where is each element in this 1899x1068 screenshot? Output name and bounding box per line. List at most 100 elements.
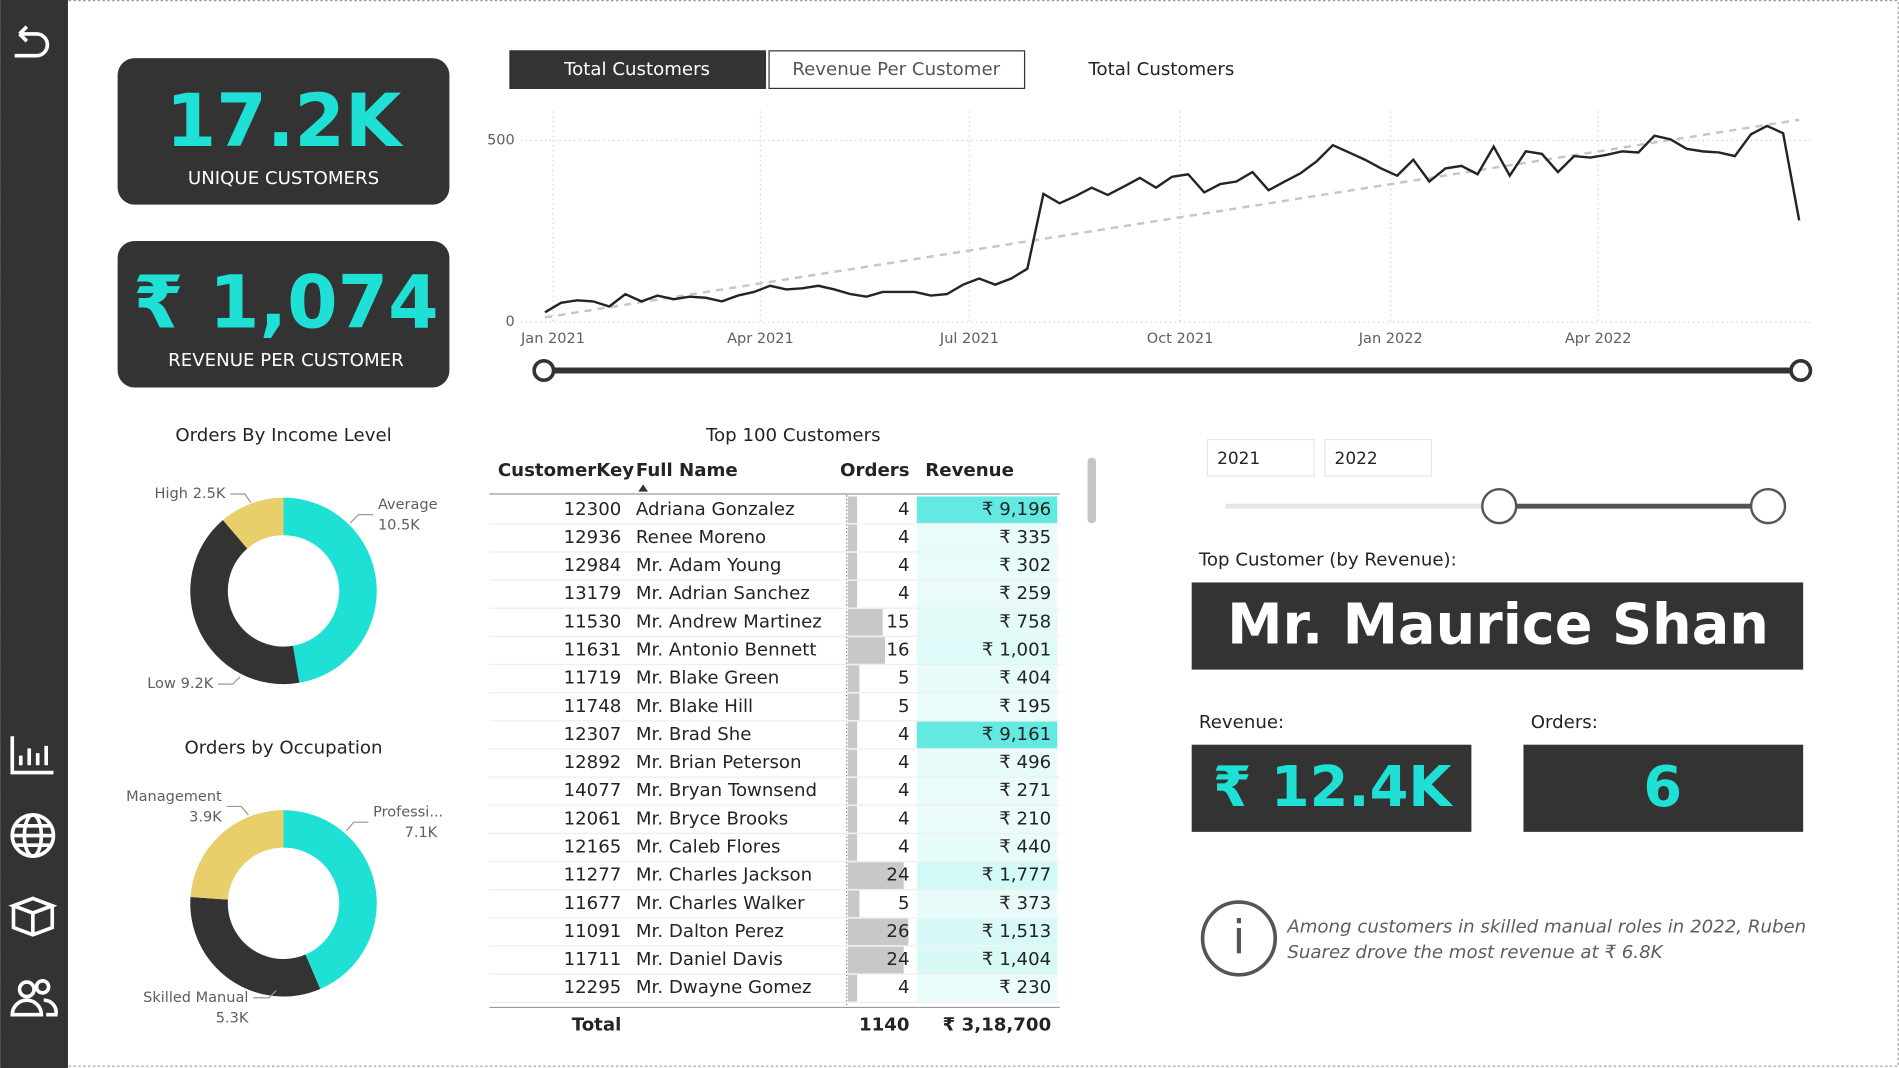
- slice-value: 2.5K: [193, 486, 226, 502]
- nav-bar: [0, 0, 68, 1068]
- cell: ₹ 259: [999, 583, 1051, 604]
- card: [1523, 744, 1804, 832]
- chart-title: Orders by Occupation: [184, 737, 382, 758]
- insight-text: Suarez drove the most revenue at ₹ 6.8K: [1287, 942, 1664, 963]
- cell: 5: [898, 893, 910, 914]
- orders-bar: [847, 609, 883, 636]
- info-icon: [1200, 900, 1278, 977]
- cell: 15: [886, 611, 909, 632]
- slice-value: 7.1K: [405, 825, 438, 841]
- revenue-cell-bg: [916, 918, 1058, 946]
- x-tick-label: Apr 2022: [1565, 331, 1632, 347]
- slice-name: Management: [126, 789, 222, 805]
- cell: 11677: [564, 893, 622, 914]
- nav-customers[interactable]: [10, 979, 58, 1017]
- column-header: Orders: [840, 460, 909, 481]
- cell: 4: [898, 836, 910, 857]
- donut-slice: [190, 810, 284, 900]
- revenue-cell-bg: [916, 552, 1058, 580]
- nav-icons: [8, 25, 58, 1017]
- slicer-box[interactable]: [1324, 438, 1433, 477]
- cell: 12307: [564, 724, 622, 745]
- orders-value: 6: [1643, 755, 1682, 820]
- cell: 4: [898, 527, 910, 548]
- button-label[interactable]: Total Customers: [563, 59, 710, 80]
- orders-bar: [847, 693, 860, 721]
- cell: 24: [886, 865, 909, 886]
- slicer-start[interactable]: 2021: [1217, 448, 1260, 468]
- cell: ₹ 302: [999, 555, 1051, 576]
- total-revenue: ₹ 3,18,700: [943, 1015, 1052, 1036]
- cell: Mr. Brad She: [636, 724, 752, 745]
- slider-handle[interactable]: [532, 359, 556, 383]
- cell: 12300: [564, 499, 622, 520]
- slice-label: High 2.5K: [155, 486, 226, 502]
- cell: 11091: [564, 921, 622, 942]
- line-series: [544, 124, 1801, 314]
- revenue-cell-bg: [916, 890, 1058, 918]
- slice-value: 3.9K: [189, 809, 222, 825]
- top-customer-name: Mr. Maurice Shan: [1227, 593, 1769, 658]
- revenue-cell-bg: [916, 496, 1058, 524]
- cell: 12061: [564, 808, 622, 829]
- cell: ₹ 1,404: [982, 949, 1051, 970]
- table-title: Top 100 Customers: [705, 425, 881, 446]
- orders-bar: [847, 890, 860, 918]
- column-header: Full Name: [636, 460, 738, 481]
- nav-products[interactable]: [8, 896, 58, 937]
- cell: 16: [886, 639, 909, 660]
- orders-bar: [847, 637, 886, 664]
- kpi-label: REVENUE PER CUSTOMER: [168, 350, 404, 371]
- cell: ₹ 335: [999, 527, 1051, 548]
- slicer-end[interactable]: 2022: [1335, 448, 1378, 468]
- kpi-card: [117, 58, 450, 205]
- cell: 12295: [564, 977, 622, 998]
- revenue-cell-bg: [916, 834, 1058, 861]
- revenue-cell-bg: [916, 665, 1058, 692]
- nav-report[interactable]: [10, 736, 54, 775]
- orders-bar: [847, 974, 858, 1002]
- orders-bar: [847, 777, 858, 805]
- slicer-handle[interactable]: [1481, 487, 1518, 525]
- orders-bar: [847, 552, 858, 580]
- orders-bar: [847, 834, 858, 861]
- cell: 11277: [564, 865, 622, 886]
- y-tick-label: 0: [506, 314, 515, 330]
- slider-handle[interactable]: [1789, 359, 1813, 383]
- sort-indicator[interactable]: [638, 484, 648, 492]
- cell: ₹ 210: [999, 808, 1051, 829]
- orders-bar: [847, 806, 858, 833]
- cell: 4: [898, 583, 910, 604]
- x-tick-label: Jul 2021: [939, 331, 999, 347]
- revenue-cell-bg: [916, 693, 1058, 721]
- cell: 11748: [564, 696, 622, 717]
- scrollbar[interactable]: [1087, 457, 1097, 524]
- orders-bar: [847, 496, 858, 524]
- button-label[interactable]: Revenue Per Customer: [792, 59, 1000, 80]
- orders-bar: [847, 665, 860, 692]
- slice-value: 5.3K: [216, 1010, 249, 1026]
- orders-bar: [847, 524, 858, 552]
- cell: 4: [898, 752, 910, 773]
- cell: Mr. Charles Jackson: [636, 865, 812, 886]
- card-heading: Orders:: [1531, 712, 1598, 733]
- cell: ₹ 373: [999, 893, 1051, 914]
- kpi-value: ₹ 1,074: [133, 262, 439, 346]
- revenue-cell-bg: [916, 721, 1058, 749]
- cell: Mr. Daniel Davis: [636, 949, 783, 970]
- back-button[interactable]: [14, 25, 50, 58]
- slicer-handle[interactable]: [1749, 487, 1787, 525]
- cell: Adriana Gonzalez: [636, 499, 795, 520]
- cell: 26: [886, 921, 909, 942]
- nav-globe[interactable]: [10, 813, 56, 858]
- cell: Mr. Caleb Flores: [636, 836, 781, 857]
- cell: ₹ 440: [999, 836, 1051, 857]
- cell: 12165: [564, 836, 622, 857]
- toggle-button[interactable]: [768, 50, 1026, 89]
- toggle-button[interactable]: [509, 50, 767, 89]
- slice-label: Low 9.2K: [147, 676, 214, 692]
- revenue-cell-bg: [916, 524, 1058, 552]
- slicer-box[interactable]: [1206, 438, 1315, 477]
- donut-slice: [283, 497, 377, 683]
